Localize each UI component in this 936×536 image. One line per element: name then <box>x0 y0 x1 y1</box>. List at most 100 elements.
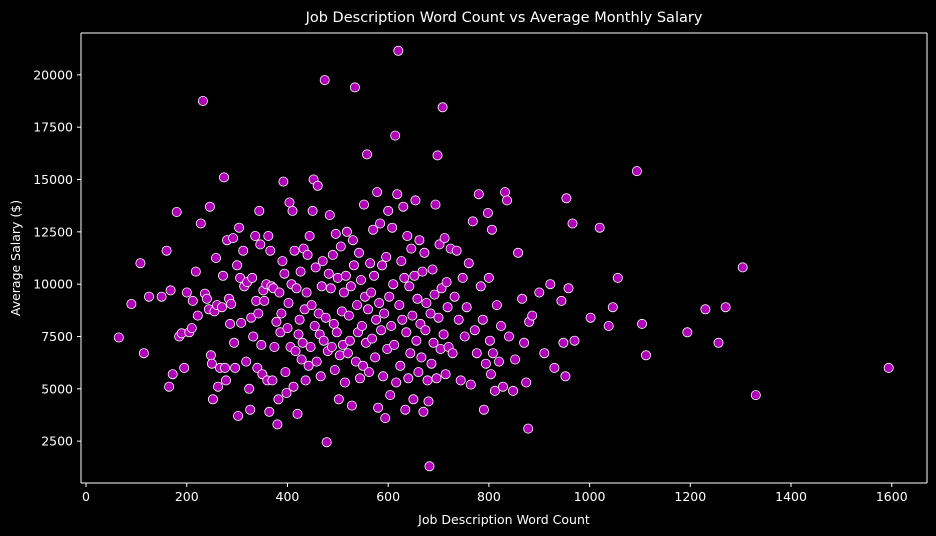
data-point <box>425 308 436 319</box>
data-point <box>306 300 317 311</box>
data-point <box>280 367 291 378</box>
data-point <box>373 402 384 413</box>
data-point <box>750 390 761 401</box>
data-point <box>366 287 377 298</box>
data-point <box>327 249 338 260</box>
data-point <box>357 360 368 371</box>
data-point <box>212 381 223 392</box>
data-point <box>210 252 221 263</box>
data-point <box>469 325 480 336</box>
data-point <box>422 375 433 386</box>
data-point <box>402 230 413 241</box>
data-point <box>349 82 360 93</box>
data-point <box>356 320 367 331</box>
data-point <box>315 371 326 382</box>
data-point <box>375 218 386 229</box>
data-point <box>301 287 312 298</box>
data-point <box>300 375 311 386</box>
data-point <box>341 226 352 237</box>
data-point <box>291 283 302 294</box>
y-tick-label: 7500 <box>41 329 73 344</box>
data-point <box>459 331 470 342</box>
data-point <box>471 348 482 359</box>
data-points <box>113 45 894 472</box>
data-point <box>407 310 418 321</box>
data-point <box>323 268 334 279</box>
data-point <box>594 222 605 233</box>
data-point <box>387 222 398 233</box>
data-point <box>403 373 414 384</box>
data-point <box>431 373 442 384</box>
data-point <box>338 287 349 298</box>
data-point <box>229 337 240 348</box>
data-point <box>267 375 278 386</box>
data-point <box>519 337 530 348</box>
data-point <box>204 201 215 212</box>
data-point <box>414 235 425 246</box>
data-point <box>272 419 283 430</box>
data-point <box>381 251 392 262</box>
data-point <box>447 348 458 359</box>
data-point <box>413 367 424 378</box>
data-point <box>391 377 402 388</box>
data-point <box>310 262 321 273</box>
data-point <box>451 245 462 256</box>
data-point <box>309 320 320 331</box>
data-point <box>465 379 476 390</box>
data-point <box>343 310 354 321</box>
data-point <box>420 325 431 336</box>
y-tick-label: 17500 <box>33 120 73 135</box>
data-point <box>284 197 295 208</box>
data-point <box>281 387 292 398</box>
data-point <box>164 381 175 392</box>
x-tick-label: 1400 <box>775 489 807 504</box>
data-point <box>318 335 329 346</box>
data-point <box>484 335 495 346</box>
data-point <box>335 241 346 252</box>
data-point <box>467 216 478 227</box>
data-point <box>631 166 642 177</box>
data-point <box>497 381 508 392</box>
data-point <box>367 333 378 344</box>
data-point <box>637 318 648 329</box>
data-point <box>412 293 423 304</box>
y-tick-label: 15000 <box>33 172 73 187</box>
data-point <box>398 201 409 212</box>
data-point <box>143 291 154 302</box>
data-point <box>438 329 449 340</box>
data-point <box>316 281 327 292</box>
y-tick-label: 10000 <box>33 277 73 292</box>
data-point <box>344 335 355 346</box>
data-point <box>441 277 452 288</box>
data-point <box>556 295 567 306</box>
data-point <box>233 410 244 421</box>
data-point <box>334 350 345 361</box>
data-point <box>461 302 472 313</box>
data-point <box>277 256 288 267</box>
data-point <box>292 408 303 419</box>
data-point <box>405 348 416 359</box>
data-point <box>342 348 353 359</box>
data-point <box>340 270 351 281</box>
data-point <box>487 348 498 359</box>
data-point <box>138 348 149 359</box>
data-point <box>473 189 484 200</box>
data-point <box>641 350 652 361</box>
data-point <box>283 297 294 308</box>
data-point <box>355 274 366 285</box>
data-point <box>317 256 328 267</box>
data-point <box>244 383 255 394</box>
data-point <box>393 45 404 56</box>
data-point <box>401 327 412 338</box>
data-point <box>517 293 528 304</box>
data-point <box>126 298 137 309</box>
data-point <box>883 362 894 373</box>
data-point <box>503 331 514 342</box>
data-point <box>253 308 264 319</box>
data-point <box>305 341 316 352</box>
data-point <box>423 396 434 407</box>
x-axis-label: Job Description Word Count <box>417 512 590 527</box>
data-point <box>523 423 534 434</box>
y-axis-ticks: 2500 5000 7500 10000 12500 15000 17500 20000 <box>33 67 81 449</box>
data-point <box>276 308 287 319</box>
